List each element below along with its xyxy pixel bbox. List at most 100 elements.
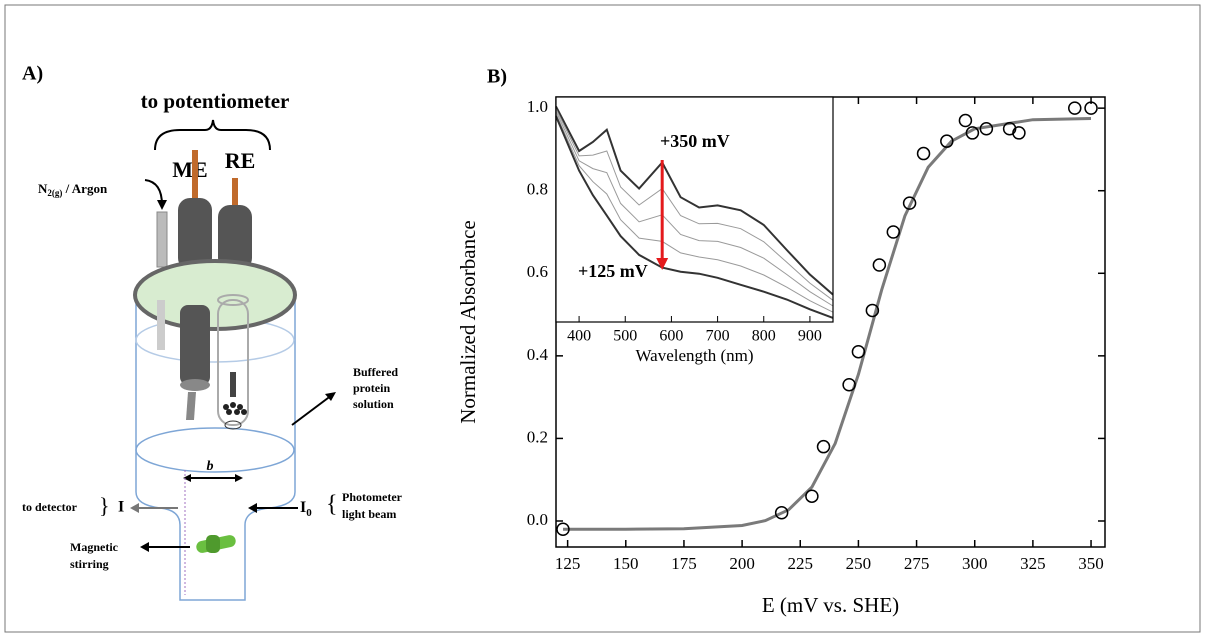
spectrum: [555, 115, 834, 319]
data-point: [958, 113, 973, 128]
data-point: [916, 146, 931, 161]
x-tick-label: 200: [729, 554, 755, 573]
me-tip: [180, 379, 210, 391]
particles: [223, 402, 247, 415]
re-tube-top: [217, 294, 249, 306]
annotation-box: [655, 130, 762, 156]
detector-label: to detector: [22, 500, 78, 514]
x-tick-label: 600: [659, 328, 683, 345]
data-point: [816, 439, 831, 454]
x-axis-label: Wavelength (nm): [635, 346, 753, 365]
panel-b: B): [487, 66, 507, 88]
x-tick-label: 800: [752, 328, 776, 345]
data-point: [902, 196, 917, 210]
me-plate: [186, 392, 196, 420]
x-tick-label: 125: [555, 554, 581, 573]
data-point: [851, 344, 866, 359]
data-point: [965, 126, 980, 140]
re-tube: [217, 299, 249, 426]
brace: {: [326, 492, 338, 518]
x-tick-label: 350: [1078, 554, 1104, 573]
data-point: [774, 505, 789, 520]
x-tick-label: 175: [671, 554, 697, 573]
x-tick-label: 225: [788, 554, 814, 573]
x-tick-label: 500: [613, 328, 637, 345]
gas-tube-inner: [157, 300, 165, 350]
data-point: [1084, 101, 1098, 115]
x-tick-label: 900: [798, 328, 822, 345]
arrow-head: [325, 392, 336, 401]
data-point: [556, 522, 570, 536]
panel-label: A): [22, 63, 43, 85]
data-point: [979, 122, 994, 136]
x-tick-label: 150: [613, 554, 639, 573]
y-tick-label: 0.2: [527, 427, 548, 446]
transmitted-label: I: [118, 499, 124, 516]
stirring-label: stirring: [70, 557, 109, 571]
arrow-head: [130, 503, 139, 513]
y-axis-label: Normalized Absorbance: [456, 220, 480, 424]
annotation: +350 mV: [660, 131, 730, 151]
me-inner: [180, 305, 210, 385]
me-electrode: [178, 198, 212, 270]
incident-label: I0: [300, 499, 312, 519]
y-tick-label: 0.6: [527, 262, 548, 281]
gas-label: N2(g) / Argon: [38, 181, 108, 198]
path-length-label: b: [207, 459, 214, 474]
solution-arrow: [291, 394, 333, 426]
x-tick-label: 300: [962, 554, 988, 573]
arrow-head: [248, 503, 257, 513]
data-point: [872, 258, 887, 272]
spectrum: [555, 111, 834, 307]
potentiometer-label: to potentiometer: [141, 89, 290, 113]
solution-label: solution: [353, 397, 394, 411]
vessel: [135, 300, 296, 601]
me-label: ME: [172, 157, 207, 182]
x-tick-label: 250: [846, 554, 872, 573]
spectrum: [555, 108, 834, 301]
arrow-head: [656, 258, 669, 270]
inset-frame: [555, 96, 834, 323]
brace: [154, 119, 271, 151]
data-point: [805, 489, 819, 503]
y-tick-label: 0.0: [527, 510, 548, 529]
x-tick-label: 325: [1020, 554, 1046, 573]
panel-label: B): [487, 66, 507, 88]
vessel-rim: [135, 427, 295, 473]
gas-tube: [156, 211, 168, 268]
spectrum: [555, 105, 834, 296]
data-point: [886, 225, 901, 239]
data-point: [1068, 101, 1082, 115]
panel-a: A) to potentiometer ME RE N2(g) / Argon …: [22, 63, 403, 601]
data-point: [1012, 126, 1026, 140]
stir-bar: [196, 535, 236, 553]
x-tick-label: 400: [567, 328, 591, 345]
fit-line: [563, 117, 1092, 531]
brace: }: [99, 493, 110, 518]
arrow-head: [140, 542, 149, 552]
re-label: RE: [225, 148, 256, 173]
stirring-label: Magnetic: [70, 540, 119, 554]
beam-label: light beam: [342, 507, 396, 521]
annotation: +125 mV: [578, 261, 648, 281]
me-wire: [192, 150, 198, 200]
frit: [224, 420, 242, 430]
re-electrode: [218, 205, 252, 270]
arrow-head: [157, 200, 167, 210]
y-tick-label: 0.4: [527, 345, 549, 364]
re-wire-inner: [230, 372, 236, 397]
data-point: [940, 134, 954, 148]
x-tick-label: 275: [904, 554, 930, 573]
solution-label: protein: [353, 381, 390, 395]
x-tick-label: 700: [706, 328, 730, 345]
spectrum: [555, 113, 834, 313]
re-wire: [232, 178, 238, 208]
y-tick-label: 0.8: [527, 180, 548, 199]
beam-label: Photometer: [342, 490, 403, 504]
data-point: [865, 303, 880, 318]
solution-label: Buffered: [353, 365, 398, 379]
y-tick-label: 1.0: [527, 97, 548, 116]
lid: [133, 259, 297, 331]
x-axis-label: E (mV vs. SHE): [762, 593, 899, 617]
